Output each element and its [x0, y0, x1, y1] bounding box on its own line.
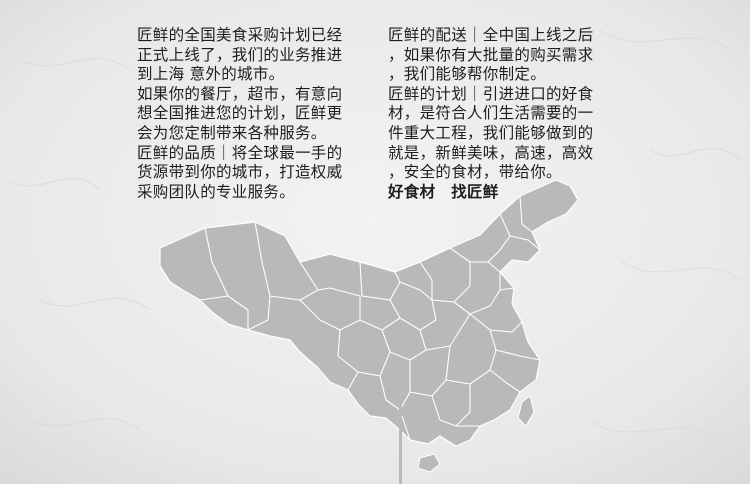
right-paragraph-1: 匠鲜的配送｜全中国上线之后 ，如果你有大批量的购买需求 ，我们能够帮你制定。	[388, 26, 594, 84]
left-paragraph-3: 匠鲜的品质｜将全球最一手的 货源带到你的城市，打造权威 采购团队的专业服务。	[137, 143, 343, 201]
right-text-column: 匠鲜的配送｜全中国上线之后 ，如果你有大批量的购买需求 ，我们能够帮你制定。 匠…	[388, 26, 624, 202]
map-pole	[399, 380, 402, 484]
left-paragraph-1: 匠鲜的全国美食采购计划已经 正式上线了，我们的业务推进 到上海 意外的城市。	[137, 26, 343, 84]
map-mainland	[159, 179, 579, 447]
map-hainan	[417, 453, 441, 473]
right-paragraph-2: 匠鲜的计划｜引进进口的好食 材，是符合人们生活需要的一 件重大工程，我们能够做到…	[388, 84, 594, 182]
map-taiwan	[517, 395, 535, 427]
slogan: 好食材 找匠鲜	[388, 182, 499, 201]
left-text-column: 匠鲜的全国美食采购计划已经 正式上线了，我们的业务推进 到上海 意外的城市。 如…	[137, 26, 373, 202]
left-paragraph-2: 如果你的餐厅，超市，有意向 想全国推进您的计划，匠鲜更 会为您定制带来各种服务。	[137, 84, 343, 142]
